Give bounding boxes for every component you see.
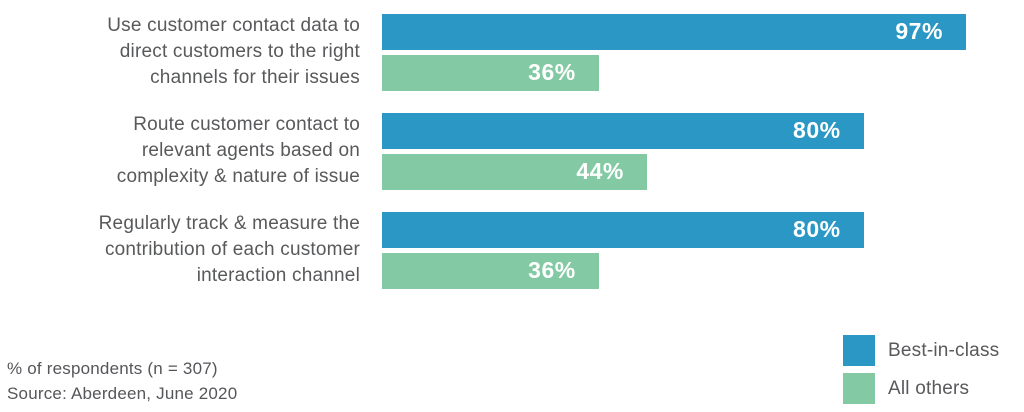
bar-best-in-class: 80%: [382, 112, 864, 149]
bar-group: Use customer contact data to direct cust…: [0, 13, 984, 91]
legend-swatch: [843, 373, 875, 404]
bar-value-label: 36%: [528, 257, 576, 283]
bar-all-others: 36%: [382, 252, 599, 289]
bar-group: Route customer contact to relevant agent…: [0, 112, 984, 190]
bar-pair: 80% 36%: [382, 211, 984, 289]
category-label: Regularly track & measure the contributi…: [98, 213, 360, 286]
bar-value-label: 80%: [793, 117, 841, 143]
bar-best-in-class: 97%: [382, 13, 966, 50]
bar-groups: Use customer contact data to direct cust…: [0, 13, 984, 310]
bar-all-others: 44%: [382, 153, 647, 190]
legend-item: All others: [843, 373, 999, 404]
legend-swatch: [843, 335, 875, 366]
bar-pair: 97% 36%: [382, 13, 984, 91]
legend-label: Best-in-class: [888, 339, 1000, 361]
bar-best-in-class: 80%: [382, 211, 864, 248]
bar-group: Regularly track & measure the contributi…: [0, 211, 984, 289]
category-label: Route customer contact to relevant agent…: [116, 114, 360, 187]
bar-value-label: 36%: [528, 59, 576, 85]
category-label: Use customer contact data to direct cust…: [107, 15, 360, 88]
bar-all-others: 36%: [382, 54, 599, 91]
bar-value-label: 80%: [793, 216, 841, 242]
legend-label: All others: [888, 377, 970, 399]
chart-footnote: % of respondents (n = 307) Source: Aberd…: [7, 356, 237, 406]
bar-pair: 80% 44%: [382, 112, 984, 190]
bar-value-label: 44%: [576, 158, 624, 184]
source-note: Source: Aberdeen, June 2020: [7, 384, 238, 403]
bar-value-label: 97%: [895, 18, 943, 44]
legend-item: Best-in-class: [843, 335, 999, 366]
legend: Best-in-class All others: [843, 335, 999, 404]
respondents-note: % of respondents (n = 307): [7, 359, 218, 378]
